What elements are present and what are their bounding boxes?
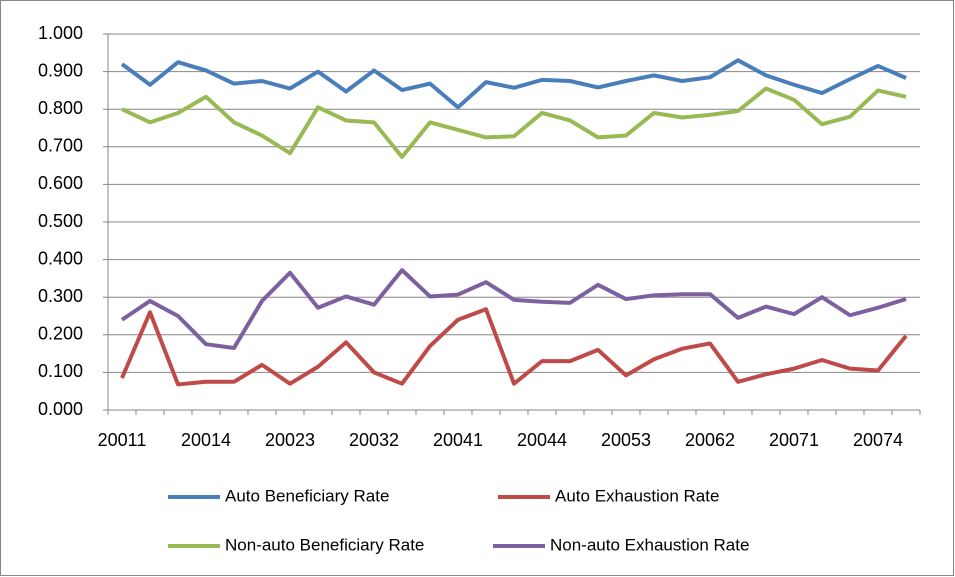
legend-label: Non-auto Exhaustion Rate — [550, 535, 749, 554]
legend-label: Non-auto Beneficiary Rate — [225, 535, 424, 554]
x-tick-label: 20032 — [349, 430, 399, 450]
x-tick-label: 20041 — [433, 430, 483, 450]
series-line — [121, 86, 907, 159]
x-tick-label: 20074 — [853, 430, 903, 450]
y-tick-label: 0.400 — [38, 248, 83, 268]
y-tick-label: 0.300 — [38, 286, 83, 306]
legend-label: Auto Beneficiary Rate — [225, 486, 389, 505]
y-tick-label: 1.000 — [38, 23, 83, 43]
y-tick-label: 0.800 — [38, 98, 83, 118]
x-tick-label: 20014 — [181, 430, 231, 450]
y-tick-label: 0.100 — [38, 361, 83, 381]
x-tick-label: 20053 — [601, 430, 651, 450]
y-tick-label: 0.600 — [38, 173, 83, 193]
y-tick-label: 0.000 — [38, 399, 83, 419]
series-line — [120, 268, 907, 350]
x-tick-label: 20023 — [265, 430, 315, 450]
y-tick-label: 0.500 — [38, 211, 83, 231]
x-tick-label: 20062 — [685, 430, 735, 450]
series-line — [120, 58, 907, 110]
x-tick-label: 20044 — [517, 430, 567, 450]
x-tick-label: 20011 — [98, 430, 147, 450]
y-tick-label: 0.200 — [38, 324, 83, 344]
series-line — [120, 307, 908, 387]
x-tick-label: 20071 — [769, 430, 819, 450]
y-tick-label: 0.900 — [38, 60, 83, 80]
y-tick-label: 0.700 — [38, 136, 83, 156]
legend-label: Auto Exhaustion Rate — [555, 486, 719, 505]
